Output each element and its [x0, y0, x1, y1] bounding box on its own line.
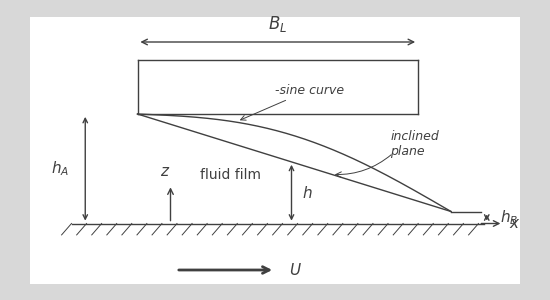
Text: fluid film: fluid film: [201, 168, 261, 182]
Text: -sine curve: -sine curve: [240, 83, 344, 120]
Text: $x$: $x$: [509, 216, 520, 231]
Text: inclined
plane: inclined plane: [390, 130, 439, 158]
Text: $h_A$: $h_A$: [51, 159, 69, 178]
Text: $h$: $h$: [302, 185, 313, 201]
Text: $z$: $z$: [160, 164, 170, 178]
Text: $B_L$: $B_L$: [268, 14, 287, 34]
Text: $U$: $U$: [289, 262, 301, 278]
Text: $h_B$: $h_B$: [500, 208, 519, 227]
FancyBboxPatch shape: [30, 16, 520, 283]
